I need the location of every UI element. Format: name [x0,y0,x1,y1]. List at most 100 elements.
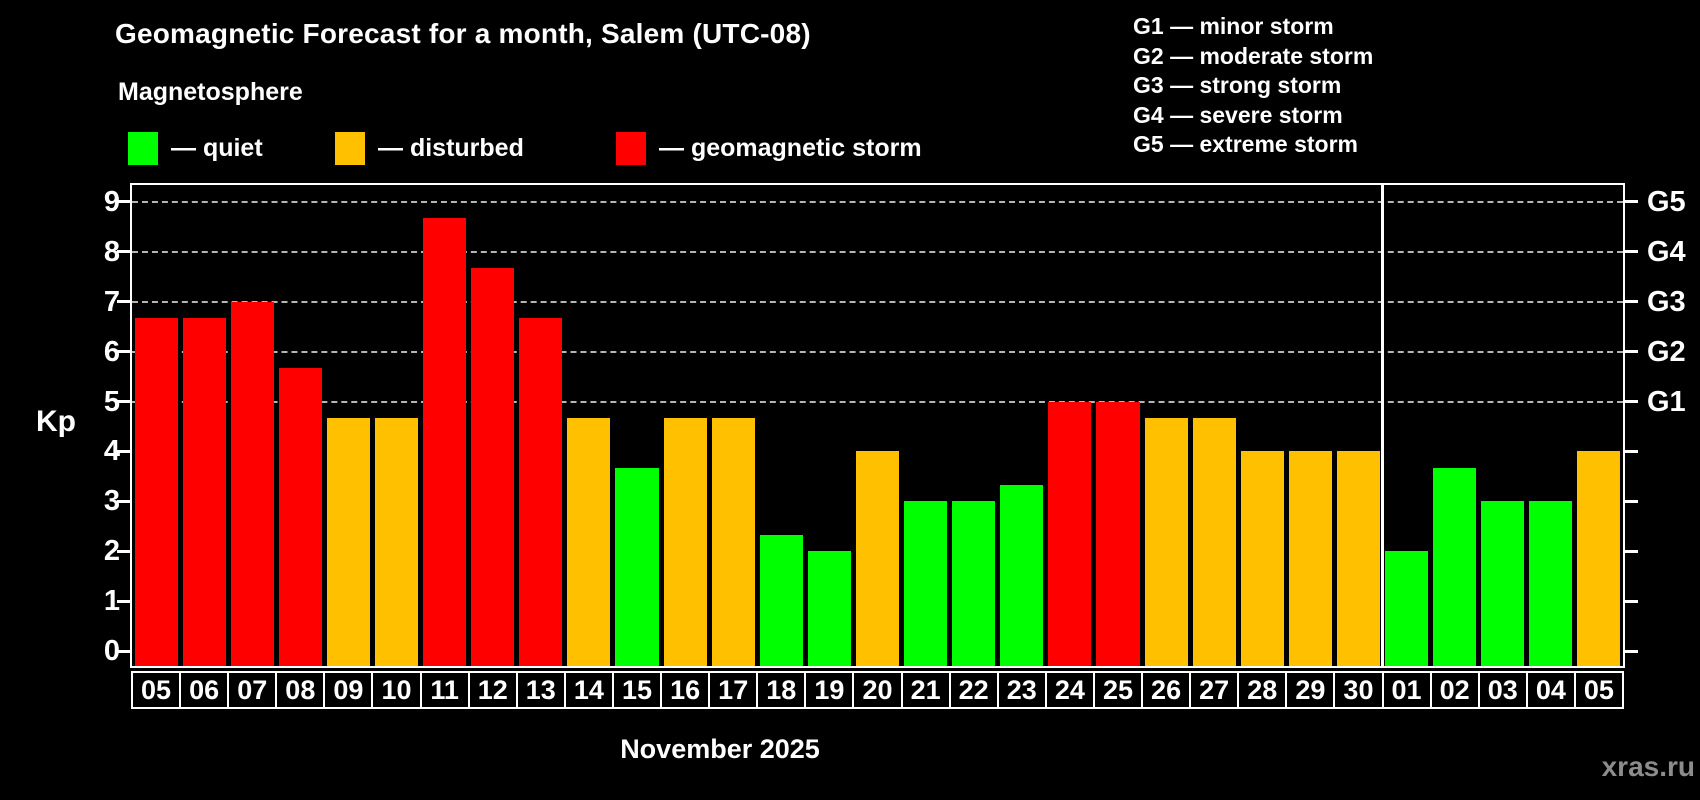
date-cell-30: 30 [1333,671,1382,709]
date-cell-21: 21 [900,671,949,709]
date-cell-02: 02 [1429,671,1478,709]
bar-day-10 [374,417,419,666]
chart-subtitle: Magnetosphere [118,78,303,106]
chart-title: Geomagnetic Forecast for a month, Salem … [115,18,811,49]
y-tick-right-8 [1625,250,1638,254]
storm-scale-legend: G1 — minor storm G2 — moderate storm G3 — … [1133,12,1373,160]
date-cell-06: 06 [179,671,228,709]
bar-day-13 [519,318,563,666]
right-axis-label-G3: G3 [1647,285,1686,318]
date-cell-26: 26 [1141,671,1190,709]
disturbed-color-swatch [335,131,365,165]
date-cell-03: 03 [1477,671,1526,709]
date-cell-24: 24 [1044,671,1093,709]
y-tick-label-2: 2 [103,535,120,568]
bar-day-22 [952,501,996,666]
bar-day-20 [855,451,900,666]
y-tick-right-3 [1625,499,1638,503]
bar-day-02 [1433,467,1477,666]
storm-scale-line-2: G2 — moderate storm [1133,42,1374,69]
right-axis-label-G5: G5 [1647,185,1686,218]
bar-day-07 [230,301,274,666]
date-cell-25: 25 [1092,671,1142,709]
legend: — quiet — disturbed — geomagnetic storm [0,130,1100,166]
y-tick-left-8 [117,250,130,254]
date-cell-15: 15 [611,671,661,709]
y-tick-left-9 [117,200,130,204]
date-cell-20: 20 [852,671,901,709]
bar-day-29 [1288,451,1332,666]
bar-day-12 [471,268,515,666]
legend-item-label: — geomagnetic storm [659,133,922,162]
y-tick-left-7 [117,300,130,304]
watermark: xras.ru [1601,751,1695,782]
bar-day-19 [807,551,851,666]
y-axis-label: Kp [36,405,76,438]
date-cell-14: 14 [563,671,612,709]
date-cell-10: 10 [371,671,420,709]
y-tick-label-0: 0 [103,635,120,667]
bar-day-17 [711,417,755,666]
legend-item-storm: — geomagnetic storm [616,130,922,166]
gridline-kp6 [132,350,1623,353]
date-cell-11: 11 [419,671,468,709]
bar-day-06 [182,318,226,666]
right-axis-label-G2: G2 [1647,335,1686,368]
y-tick-left-6 [117,350,130,354]
y-tick-left-2 [117,549,130,553]
y-tick-left-1 [117,599,130,603]
bar-day-04 [1529,501,1573,666]
date-cell-22: 22 [948,671,997,709]
bar-day-27 [1192,417,1236,666]
date-cell-17: 17 [708,671,757,709]
y-tick-left-3 [117,499,130,503]
storm-color-swatch [616,131,646,165]
bar-day-16 [663,417,707,666]
bar-day-05 [1577,451,1621,666]
bar-day-25 [1096,401,1140,666]
storm-scale-line-5: G5 — extreme storm [1133,131,1358,158]
bar-day-11 [423,218,467,666]
date-cell-05: 05 [131,671,180,709]
y-tick-left-5 [117,400,130,403]
y-tick-label-5: 5 [103,385,120,418]
y-tick-label-8: 8 [103,235,120,268]
bar-day-23 [1000,484,1044,666]
y-tick-label-6: 6 [103,335,120,368]
date-cell-18: 18 [756,671,805,709]
y-tick-right-5 [1625,400,1638,403]
date-cell-16: 16 [660,671,709,709]
y-tick-left-4 [117,449,130,453]
y-tick-right-4 [1625,449,1638,453]
legend-item-label: — quiet [171,133,263,162]
right-axis-label-G4: G4 [1647,235,1686,268]
date-cell-08: 08 [275,671,324,709]
bar-day-28 [1240,451,1284,666]
y-tick-label-9: 9 [103,185,120,218]
y-tick-label-7: 7 [103,285,120,318]
x-axis-label: November 2025 [620,734,820,764]
bar-day-15 [615,467,659,666]
bar-day-21 [904,501,948,666]
date-cell-04: 04 [1525,671,1574,709]
date-cell-23: 23 [996,671,1045,709]
date-cell-09: 09 [323,671,372,709]
bar-day-08 [278,368,322,666]
legend-item-disturbed: — disturbed [335,130,524,166]
quiet-color-swatch [128,131,158,165]
gridline-kp8 [132,250,1623,253]
y-tick-label-4: 4 [103,435,120,468]
bar-day-24 [1048,401,1092,666]
date-cell-19: 19 [804,671,853,709]
bar-day-18 [759,534,803,666]
date-cell-07: 07 [227,671,276,709]
bar-day-03 [1481,501,1525,666]
y-tick-right-1 [1625,599,1638,603]
date-cell-05: 05 [1573,671,1624,709]
bar-day-14 [567,417,611,666]
storm-scale-line-3: G3 — strong storm [1133,72,1342,99]
right-axis-label-G1: G1 [1647,385,1686,418]
gridline-kp7 [132,300,1623,303]
date-cell-27: 27 [1189,671,1238,709]
